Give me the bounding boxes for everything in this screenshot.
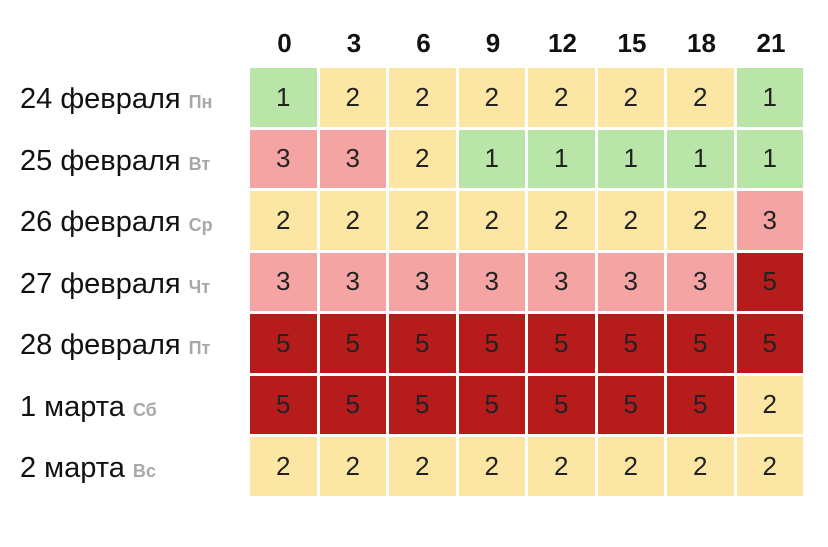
heatmap-cell: 5	[667, 375, 737, 437]
column-header-0: 0	[277, 28, 292, 58]
column-header-18: 18	[687, 28, 716, 58]
heatmap-cell: 2	[458, 191, 528, 253]
heatmap-cell: 3	[458, 252, 528, 314]
heatmap-cell: 1	[528, 129, 598, 191]
heatmap-cell: 2	[736, 437, 806, 499]
heatmap-cell: 2	[250, 437, 320, 499]
heatmap-cell: 5	[458, 314, 528, 376]
heatmap-cell: 3	[667, 252, 737, 314]
heatmap-cell: 5	[250, 314, 320, 376]
heatmap-cell: 2	[597, 68, 667, 130]
row-date: 25 февраля	[20, 144, 181, 177]
heatmap-cell: 1	[250, 68, 320, 130]
row-weekday: Вт	[188, 153, 211, 174]
column-header-21: 21	[756, 28, 786, 58]
heatmap-cell: 2	[736, 375, 806, 437]
row-weekday: Вс	[132, 461, 156, 481]
heatmap-cell: 2	[389, 437, 459, 499]
heatmap-cell: 5	[528, 314, 598, 376]
row-date: 27 февраля	[20, 267, 181, 300]
heatmap-cell: 5	[736, 252, 806, 314]
heatmap-cell: 2	[667, 68, 737, 130]
column-header-15: 15	[617, 28, 647, 58]
heatmap-cell: 2	[319, 437, 389, 499]
heatmap-cell: 3	[319, 252, 389, 314]
heatmap-cell: 2	[319, 68, 389, 130]
heatmap-cell: 2	[528, 68, 598, 130]
row-date: 24 февраля	[20, 83, 181, 115]
row-label: 24 февраля Пн	[20, 83, 212, 116]
column-header-6: 6	[416, 28, 431, 58]
heatmap-cell: 5	[597, 314, 667, 376]
heatmap-cell: 2	[319, 191, 389, 253]
heatmap-cell: 2	[389, 191, 459, 253]
heatmap-cell: 2	[528, 437, 598, 499]
heatmap-cell: 3	[736, 191, 806, 253]
heatmap-cell: 2	[667, 437, 737, 499]
row-label: 27 февраля Чт	[20, 268, 210, 301]
heatmap-cell: 5	[667, 314, 737, 376]
heatmap-cell: 1	[736, 68, 806, 130]
row-weekday: Сб	[132, 399, 157, 420]
heatmap-cell: 5	[250, 375, 320, 437]
row-date: 2 марта	[20, 452, 125, 484]
heatmap-cell: 2	[597, 191, 667, 253]
column-header-9: 9	[485, 28, 501, 58]
row-label: 26 февраля Ср	[20, 206, 213, 239]
heatmap-cell: 2	[389, 68, 459, 130]
heatmap-cell: 3	[250, 252, 320, 314]
heatmap-cell: 3	[319, 129, 389, 191]
row-label: 2 марта Вс	[20, 452, 156, 485]
heatmap-cell: 5	[319, 314, 389, 376]
row-weekday: Пт	[188, 338, 211, 358]
heatmap-cell: 2	[528, 191, 598, 253]
row-date: 26 февраля	[20, 206, 181, 238]
heatmap-cell: 1	[597, 129, 667, 191]
heatmap-cell: 3	[389, 252, 459, 314]
heatmap-cell: 5	[389, 314, 459, 376]
heatmap-cell: 5	[319, 375, 389, 437]
heatmap-cell: 3	[250, 129, 320, 191]
heatmap-cell: 1	[458, 129, 528, 191]
heatmap-cell: 1	[667, 129, 737, 191]
column-header-12: 12	[548, 28, 577, 58]
row-label: 28 февраля Пт	[20, 329, 210, 362]
row-date: 1 марта	[20, 390, 125, 423]
row-weekday: Пн	[188, 92, 213, 112]
heatmap-cell: 5	[528, 375, 598, 437]
heatmap-cell: 2	[458, 68, 528, 130]
column-header-3: 3	[346, 28, 362, 58]
heatmap-cell: 2	[667, 191, 737, 253]
heatmap-cell: 5	[597, 375, 667, 437]
row-date: 28 февраля	[20, 329, 181, 361]
heatmap-cell: 3	[528, 252, 598, 314]
heatmap-cell: 2	[250, 191, 320, 253]
heatmap-cell: 5	[458, 375, 528, 437]
row-label: 25 февраля Вт	[20, 145, 210, 178]
heatmap-cell: 5	[736, 314, 806, 376]
row-weekday: Ср	[188, 215, 213, 235]
heatmap-cell: 2	[597, 437, 667, 499]
heatmap-cell: 2	[389, 129, 459, 191]
row-weekday: Чт	[188, 276, 211, 297]
row-label: 1 марта Сб	[20, 391, 157, 424]
heatmap-cell: 2	[458, 437, 528, 499]
heatmap-cell: 3	[597, 252, 667, 314]
heatmap-cell: 1	[736, 129, 806, 191]
heatmap-cell: 5	[389, 375, 459, 437]
